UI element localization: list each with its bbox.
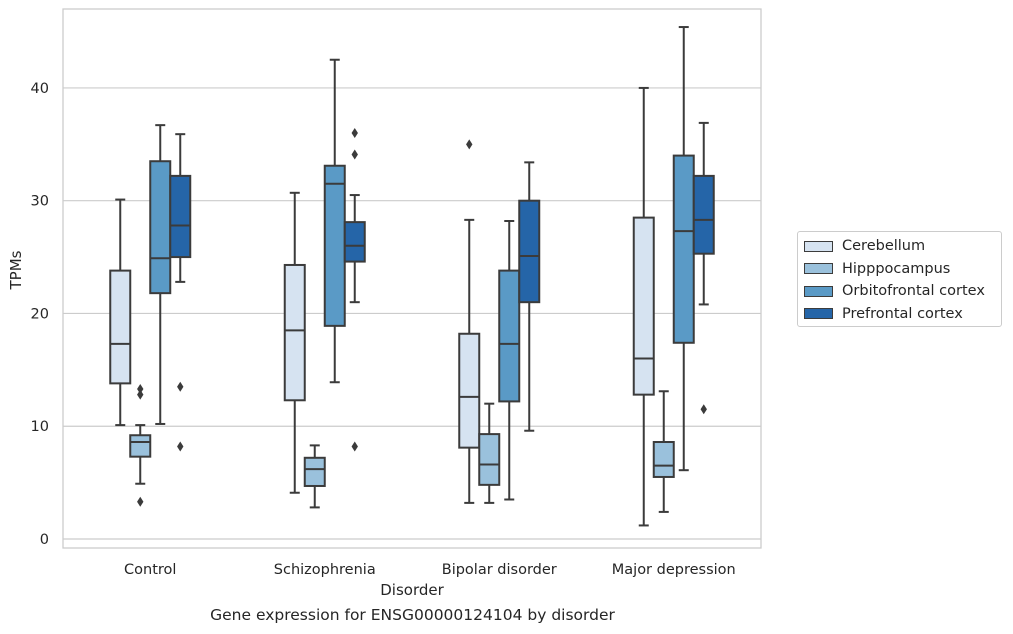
x-tick-label: Control [124,562,176,578]
plot-frame [62,8,762,549]
y-tick-label: 0 [40,532,49,548]
y-tick-labels: 0 10 20 30 40 [31,81,49,548]
legend: Cerebellum Hipppocampus Orbitofrontal co… [797,231,1002,327]
box-iqr [283,263,306,402]
legend-item-prefrontal-cortex: Prefrontal cortex [802,303,997,326]
y-tick-label: 10 [31,419,49,435]
x-tick-label: Bipolar disorder [442,562,557,578]
outlier-point [177,441,184,452]
outlier-point [700,404,707,415]
box-hipppocampus [303,444,326,509]
y-tick-label: 30 [31,194,49,210]
y-axis-label: TPMs [7,250,25,290]
box-prefrontal-cortex [692,121,715,415]
box-iqr [169,174,192,259]
legend-swatch [804,285,833,297]
box-prefrontal-cortex [518,161,541,432]
box-iqr [458,332,481,449]
legend-label: Prefrontal cortex [842,305,963,322]
legend-label: Hipppocampus [842,260,951,277]
legend-label: Cerebellum [842,238,926,255]
legend-item-hipppocampus: Hipppocampus [802,258,997,281]
legend-item-cerebellum: Cerebellum [802,235,997,258]
box-orbitofrontal-cortex [323,58,346,384]
figure-caption: Gene expression for ENSG00000124104 by d… [210,606,615,624]
outlier-point [177,381,184,392]
x-axis-label: Disorder [380,581,444,599]
x-tick-labels: Control Schizophrenia Bipolar disorder Majo… [124,562,736,578]
box-orbitofrontal-cortex [498,219,521,501]
outlier-point [351,149,358,160]
outlier-point [137,389,144,400]
box-iqr [149,160,172,295]
box-cerebellum [458,139,481,504]
box-iqr [632,216,655,396]
box-iqr [343,221,366,263]
x-tick-label: Schizophrenia [274,562,376,578]
box-orbitofrontal-cortex [149,124,172,425]
box-plot-boxes [109,26,715,527]
legend-swatch [804,240,833,252]
box-hipppocampus [478,402,501,504]
box-hipppocampus [652,390,675,513]
box-iqr [498,269,521,403]
box-iqr [518,199,541,304]
y-tick-label: 40 [31,81,49,97]
outlier-point [137,384,144,395]
box-cerebellum [632,86,655,527]
box-cerebellum [109,198,132,427]
outlier-point [137,496,144,507]
box-orbitofrontal-cortex [672,26,695,472]
outlier-point [351,128,358,139]
box-iqr [129,434,152,458]
legend-label: Orbitofrontal cortex [842,283,985,300]
box-iqr [323,164,346,327]
y-tick-label: 20 [31,306,49,322]
legend-item-orbitofrontal-cortex: Orbitofrontal cortex [802,280,997,303]
box-iqr [303,456,326,487]
box-prefrontal-cortex [343,128,366,452]
legend-swatch [804,263,833,275]
legend-swatch [804,308,833,320]
outlier-point [351,441,358,452]
box-iqr [692,174,715,255]
box-hipppocampus [129,384,152,507]
box-prefrontal-cortex [169,133,192,452]
x-tick-label: Major depression [612,562,736,578]
outlier-point [466,139,473,150]
box-iqr [478,433,501,486]
box-iqr [672,154,695,344]
box-cerebellum [283,191,306,494]
box-iqr [109,269,132,385]
box-iqr [652,441,675,478]
